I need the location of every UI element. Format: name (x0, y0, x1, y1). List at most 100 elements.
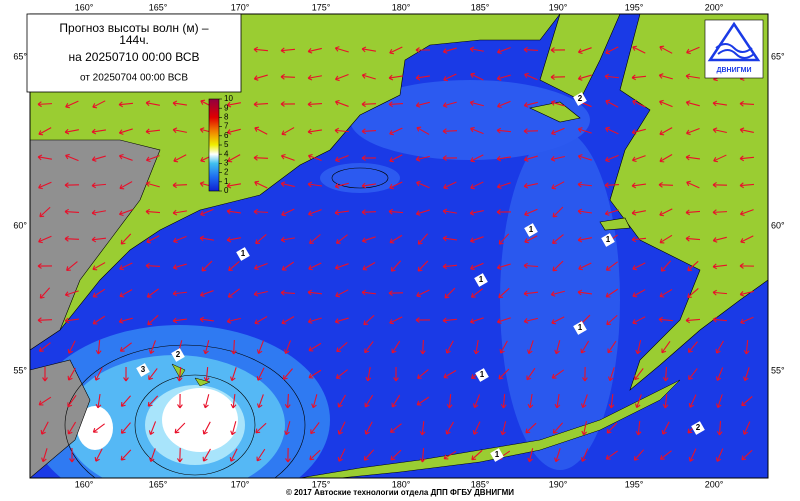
aleutian-islands (299, 379, 681, 478)
wave-arrow (256, 448, 266, 462)
wave-arrow (64, 208, 80, 215)
wave-arrow (361, 155, 377, 161)
wave-arrow (605, 450, 619, 460)
colorbar-label: 1 (224, 177, 229, 186)
wave-arrow (525, 422, 537, 434)
wave-arrow (472, 421, 481, 435)
wave-arrow (92, 288, 106, 298)
colorbar-label: 6 (224, 131, 229, 140)
wave-arrow (308, 262, 322, 271)
wave-arrow (200, 208, 214, 217)
wave-arrow (307, 47, 322, 54)
colorbar-label: 10 (224, 94, 233, 103)
wave-arrow (280, 153, 295, 161)
wave-arrow (470, 126, 484, 135)
wave-arrow (393, 366, 399, 382)
wave-arrow (685, 128, 700, 136)
wave-arrow (254, 126, 268, 135)
wave-arrow (577, 154, 592, 161)
wave-arrow (119, 181, 133, 190)
lon-label: 180° (392, 2, 411, 12)
wave-arrow (283, 340, 292, 354)
wave-arrow (91, 155, 106, 162)
wave-arrow (335, 289, 349, 298)
wave-arrow (685, 317, 701, 324)
lon-label: 185° (471, 479, 490, 489)
contour-label-box (171, 348, 185, 362)
wave-arrow (580, 340, 590, 354)
colorbar-label: 3 (224, 159, 229, 168)
wave-arrow (496, 127, 512, 134)
wave-arrow (361, 101, 377, 108)
wave-arrow (442, 317, 458, 324)
wave-arrow (146, 288, 159, 298)
wave-arrow (523, 46, 539, 53)
wave-arrow (308, 369, 322, 379)
wave-arrow (120, 449, 132, 461)
wave-arrow (389, 181, 403, 190)
wave-arrow (145, 128, 161, 135)
wave-arrow (389, 127, 403, 136)
wave-arrow (67, 394, 77, 408)
wave-arrow (120, 395, 131, 407)
wave-arrow (631, 209, 646, 216)
wave-arrow (551, 181, 565, 190)
wave-arrow (554, 448, 561, 463)
lon-label: 160° (75, 2, 94, 12)
wave-arrow (173, 235, 187, 244)
wave-arrow (254, 262, 268, 271)
wave-arrow (95, 339, 102, 355)
wave-arrow (442, 128, 458, 135)
wave-arrow (255, 422, 267, 434)
wave-arrow (65, 153, 79, 162)
wave-arrow (39, 287, 51, 299)
wave-arrow (552, 234, 564, 244)
wave-arrow (550, 47, 566, 53)
wave-arrow (391, 340, 401, 354)
wave-arrow (307, 101, 323, 108)
wave-arrow (443, 450, 457, 460)
wave-arrow (498, 287, 510, 299)
wave-arrow (442, 101, 457, 108)
wave-arrow (176, 366, 183, 382)
wave-arrow (254, 180, 268, 189)
wave-arrow (307, 181, 323, 188)
wave-arrow (496, 263, 511, 270)
contour-label-box (236, 247, 250, 261)
wave-arrow (38, 127, 52, 136)
wave-arrow (148, 421, 157, 435)
wave-arrow (527, 340, 534, 355)
wave-arrow (712, 100, 728, 107)
lon-label: 190° (549, 2, 568, 12)
wave-arrow (577, 47, 592, 55)
wave-arrow (631, 74, 647, 81)
wave-arrow (284, 421, 291, 436)
wave-arrow (285, 447, 291, 463)
contour-label: 1 (479, 275, 484, 284)
wave-arrow (419, 420, 426, 436)
wave-arrow (688, 448, 697, 462)
wave-arrow (281, 208, 295, 217)
wave-arrow (712, 316, 728, 323)
wave-arrow (716, 394, 723, 409)
lat-label: 55° (771, 365, 785, 375)
wave-arrow (281, 261, 295, 271)
contour (134, 374, 256, 476)
wave-arrow (256, 367, 265, 381)
wave-arrow (364, 341, 374, 354)
wave-arrow (388, 74, 404, 81)
wave-arrow (739, 182, 755, 189)
wave-arrow (362, 262, 376, 271)
contour-label: 1 (480, 370, 485, 379)
wave-arrow (335, 234, 348, 244)
wave-arrow (417, 260, 429, 272)
wave-arrow (94, 448, 103, 462)
sea-shade (77, 406, 113, 450)
wave-arrow (605, 154, 619, 163)
wave-arrow (631, 182, 647, 189)
wave-arrow (281, 127, 295, 136)
wave-arrow (606, 314, 618, 326)
wave-arrow (554, 340, 561, 355)
